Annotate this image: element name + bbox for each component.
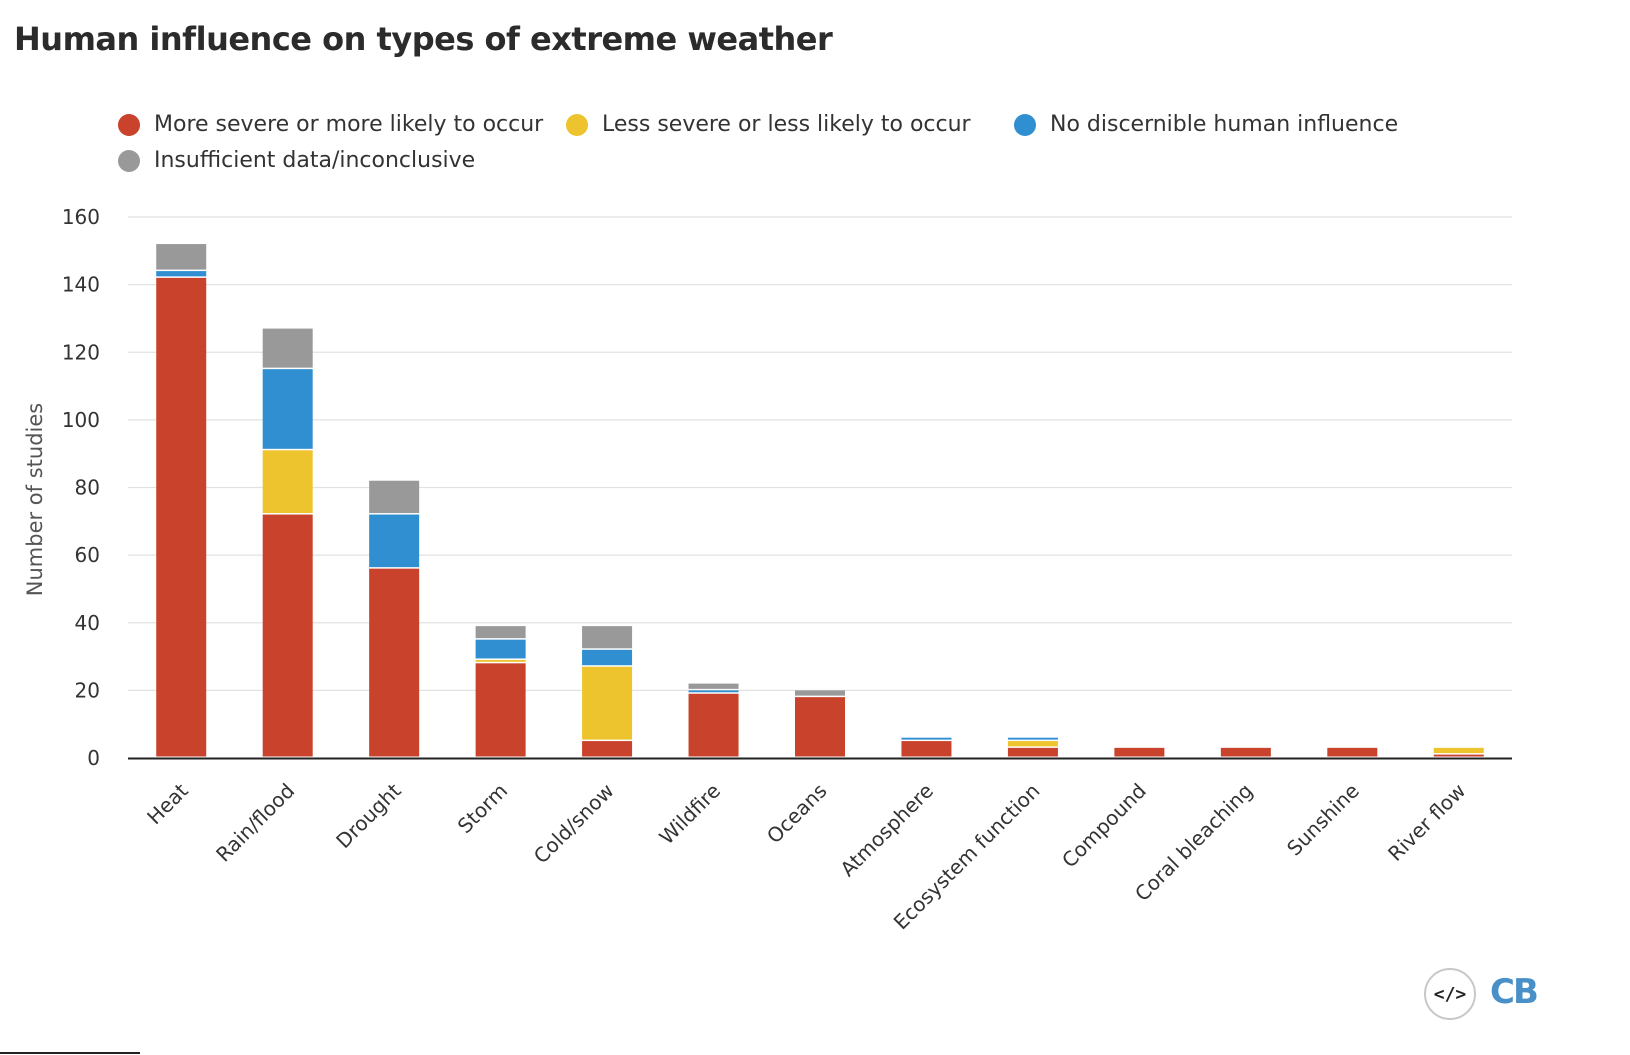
x-axis: Heat Rain/flood Drought Storm Cold/snow Wildf… (128, 757, 1512, 934)
bar-segment[interactable] (1433, 754, 1484, 757)
carbon-brief-logo: CB (1490, 972, 1539, 1012)
bar-segment[interactable] (156, 277, 207, 757)
bar-stack[interactable] (369, 480, 420, 757)
x-tick-label: Storm (453, 779, 512, 838)
y-tick-label: 120 (62, 340, 100, 364)
y-tick-label: 40 (75, 611, 100, 635)
bar-segment[interactable] (582, 626, 633, 649)
x-tick-label: Coral bleaching (1130, 779, 1257, 906)
bar-segment[interactable] (475, 659, 526, 662)
x-tick-label: Drought (331, 778, 406, 853)
bar-segment[interactable] (262, 369, 313, 449)
bar-segment[interactable] (262, 450, 313, 514)
x-tick-label: Atmosphere (835, 779, 938, 882)
bar-segment[interactable] (262, 328, 313, 368)
bar-stack[interactable] (688, 683, 739, 757)
bar-segment[interactable] (262, 514, 313, 757)
footer-divider (0, 1052, 140, 1054)
bar-segment[interactable] (1007, 741, 1058, 747)
y-tick-label: 80 (75, 476, 100, 500)
x-tick-label: Sunshine (1282, 779, 1364, 861)
bar-segment[interactable] (475, 639, 526, 659)
bar-segment[interactable] (582, 741, 633, 757)
bar-segment[interactable] (369, 514, 420, 568)
embed-code-button[interactable]: </> (1424, 968, 1476, 1020)
bar-stack[interactable] (1007, 737, 1058, 757)
bar-segment[interactable] (475, 626, 526, 639)
x-tick-label: Rain/flood (211, 779, 299, 867)
y-tick-label: 60 (75, 543, 100, 567)
bar-stack[interactable] (156, 244, 207, 757)
gridlines (128, 216, 1512, 691)
bar-segment[interactable] (1007, 747, 1058, 757)
bar-segment[interactable] (688, 693, 739, 757)
bar-stack[interactable] (582, 626, 633, 757)
bar-segment[interactable] (1327, 747, 1378, 757)
bar-segment[interactable] (901, 737, 952, 740)
legend-swatch-more-severe (118, 113, 140, 136)
bar-stack[interactable] (1327, 747, 1378, 757)
legend-swatch-less-severe (566, 113, 588, 136)
x-tick-label: Compound (1057, 779, 1151, 873)
bar-segment[interactable] (156, 244, 207, 270)
bar-segment[interactable] (1220, 747, 1271, 757)
x-tick-label: Oceans (762, 779, 832, 849)
bar-stack[interactable] (475, 626, 526, 757)
legend-label-less-severe: Less severe or less likely to occur (602, 112, 971, 137)
y-tick-label: 0 (87, 746, 100, 770)
bar-segment[interactable] (901, 741, 952, 757)
legend-label-insufficient: Insufficient data/inconclusive (154, 148, 476, 173)
legend-item-insufficient[interactable]: Insufficient data/inconclusive (118, 148, 475, 173)
bar-segment[interactable] (1114, 747, 1165, 757)
bar-segment[interactable] (582, 649, 633, 666)
legend-label-more-severe: More severe or more likely to occur (154, 112, 544, 137)
y-tick-label: 160 (62, 205, 100, 229)
legend-label-no-influence: No discernible human influence (1050, 112, 1399, 137)
bar-stack[interactable] (262, 328, 313, 757)
bar-stack[interactable] (901, 737, 952, 757)
bar-stack[interactable] (1433, 747, 1484, 757)
bar-segment[interactable] (156, 271, 207, 277)
x-tick-label: Heat (142, 778, 193, 829)
bars (156, 244, 1484, 757)
y-tick-label: 100 (62, 408, 100, 432)
bar-segment[interactable] (795, 697, 845, 757)
bar-segment[interactable] (369, 480, 420, 514)
bar-segment[interactable] (369, 568, 420, 757)
legend-item-more-severe[interactable]: More severe or more likely to occur (118, 112, 543, 137)
x-tick-label: Cold/snow (529, 779, 619, 869)
bar-segment[interactable] (1007, 737, 1058, 740)
legend-item-less-severe[interactable]: Less severe or less likely to occur (566, 112, 971, 137)
bar-segment[interactable] (475, 663, 526, 757)
bar-segment[interactable] (688, 690, 739, 693)
y-axis-label: Number of studies (23, 403, 47, 596)
bar-stack[interactable] (795, 690, 845, 757)
y-axis: 0 20 40 60 80 100 120 140 160 Number of studies (23, 205, 100, 770)
x-tick-label: River flow (1383, 779, 1470, 866)
chart-title: Human influence on types of extreme weat… (14, 20, 833, 58)
bar-segment[interactable] (1433, 747, 1484, 754)
legend-swatch-insufficient (118, 149, 140, 172)
x-tick-label: Wildfire (654, 779, 725, 850)
legend-item-no-influence[interactable]: No discernible human influence (1014, 112, 1398, 137)
bar-segment[interactable] (582, 666, 633, 740)
bar-segment[interactable] (795, 690, 845, 696)
bar-stack[interactable] (1114, 747, 1165, 757)
bar-segment[interactable] (688, 683, 739, 689)
y-tick-label: 140 (62, 273, 100, 297)
legend-swatch-no-influence (1014, 113, 1036, 136)
bar-stack[interactable] (1220, 747, 1271, 757)
y-tick-label: 20 (75, 678, 100, 702)
